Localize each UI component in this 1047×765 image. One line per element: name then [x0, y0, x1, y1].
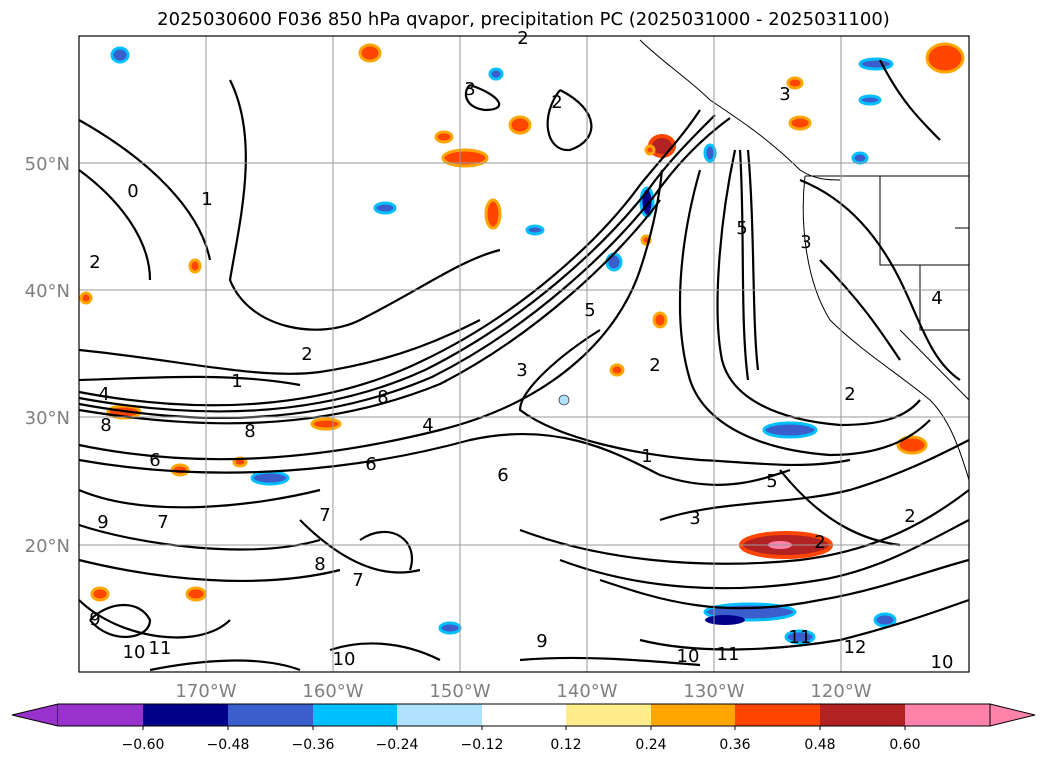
contour-label: 2 — [844, 384, 855, 405]
contour-label: 7 — [352, 570, 363, 591]
colorbar-tick-label: 0.24 — [635, 737, 666, 753]
contour-label: 3 — [689, 508, 700, 529]
contour-label: 2 — [517, 28, 528, 49]
contour-label: 1 — [641, 446, 652, 467]
lon-label-120w: 120°W — [810, 681, 871, 702]
coastlines — [639, 39, 970, 481]
contour-label: 2 — [649, 355, 660, 376]
contour-label: 11 — [789, 627, 812, 648]
colorbar-bin — [397, 704, 482, 726]
contour-label: 3 — [779, 84, 790, 105]
contour-label: 9 — [89, 609, 100, 630]
contour-label: 2 — [89, 252, 100, 273]
lon-label-130w: 130°W — [683, 681, 744, 702]
colorbar-bin — [228, 704, 313, 726]
contour-label: 10 — [123, 642, 146, 663]
contour-labels: 1 2 3 4 5 6 7 8 9 10 11 12 0 1 2 3 4 5 8… — [89, 28, 953, 673]
contour-label: 9 — [536, 631, 547, 652]
contour-label: 2 — [814, 532, 825, 553]
contour-label: 2 — [904, 506, 915, 527]
contour-label: 6 — [365, 454, 376, 475]
map-background — [79, 36, 969, 672]
colorbar-extend-min — [11, 703, 59, 727]
lat-label-30n: 30°N — [25, 408, 70, 429]
contour-label: 8 — [100, 415, 111, 436]
lat-label-50n: 50°N — [25, 154, 70, 175]
contour-label: 5 — [766, 471, 777, 492]
lat-axis: 50°N 40°N 30°N 20°N — [25, 154, 70, 557]
contour-label: 5 — [584, 300, 595, 321]
contour-label: 2 — [301, 344, 312, 365]
qvapor-contours — [78, 59, 970, 672]
colorbar-bin — [482, 704, 566, 726]
colorbar-bin — [566, 704, 651, 726]
colorbar-bin — [905, 704, 990, 726]
colorbar: −0.60 −0.48 −0.36 −0.24 −0.12 0.12 0.24 … — [11, 703, 1036, 753]
contour-label: 8 — [244, 421, 255, 442]
colorbar-tick-label: 0.36 — [719, 737, 750, 753]
contour-label: 3 — [800, 232, 811, 253]
contour-label: 10 — [931, 652, 954, 673]
plot-title: 2025030600 F036 850 hPa qvapor, precipit… — [157, 9, 890, 30]
contour-label: 1 — [231, 371, 242, 392]
colorbar-bin — [651, 704, 735, 726]
contour-label: 12 — [844, 637, 867, 658]
lon-label-170w: 170°W — [175, 681, 236, 702]
contour-label: 11 — [149, 638, 172, 659]
colorbar-extend-max — [989, 703, 1036, 727]
map-frame — [78, 35, 970, 673]
contour-label: 6 — [149, 450, 160, 471]
contour-label: 7 — [319, 505, 330, 526]
contour-label: 11 — [717, 644, 740, 665]
colorbar-tick-label: 0.60 — [889, 737, 920, 753]
contour-label: 10 — [333, 649, 356, 670]
lon-axis: 170°W 160°W 150°W 140°W 130°W 120°W — [175, 681, 871, 702]
lon-label-150w: 150°W — [429, 681, 490, 702]
contour-label: 6 — [497, 465, 508, 486]
contour-label: 3 — [516, 360, 527, 381]
colorbar-bin — [735, 704, 820, 726]
contour-label: 4 — [931, 288, 942, 309]
colorbar-tick-label: −0.36 — [292, 737, 335, 753]
precip-shading — [79, 42, 965, 645]
lon-label-160w: 160°W — [302, 681, 363, 702]
contour-label: 7 — [157, 512, 168, 533]
colorbar-tick-label: −0.24 — [376, 737, 419, 753]
contour-label: 5 — [736, 218, 747, 239]
contour-label: 0 — [127, 181, 138, 202]
lon-label-140w: 140°W — [556, 681, 617, 702]
colorbar-bin — [313, 704, 397, 726]
gridlines — [79, 36, 969, 672]
lat-label-40n: 40°N — [25, 281, 70, 302]
lat-label-20n: 20°N — [25, 536, 70, 557]
colorbar-tick-label: 0.12 — [550, 737, 581, 753]
contour-label: 10 — [677, 646, 700, 667]
contour-label: 8 — [377, 387, 388, 408]
colorbar-bin — [58, 704, 143, 726]
colorbar-tick-label: −0.48 — [207, 737, 250, 753]
colorbar-tick-label: −0.60 — [122, 737, 165, 753]
colorbar-bin — [820, 704, 905, 726]
contour-label: 1 — [201, 189, 212, 210]
contour-label: 4 — [98, 384, 109, 405]
contour-label: 8 — [314, 554, 325, 575]
colorbar-tick-label: 0.48 — [804, 737, 835, 753]
contour-label: 2 — [551, 92, 562, 113]
contour-label: 3 — [464, 79, 475, 100]
contour-label: 4 — [422, 415, 433, 436]
colorbar-bin — [143, 704, 228, 726]
colorbar-tick-label: −0.12 — [461, 737, 504, 753]
contour-label: 9 — [97, 512, 108, 533]
